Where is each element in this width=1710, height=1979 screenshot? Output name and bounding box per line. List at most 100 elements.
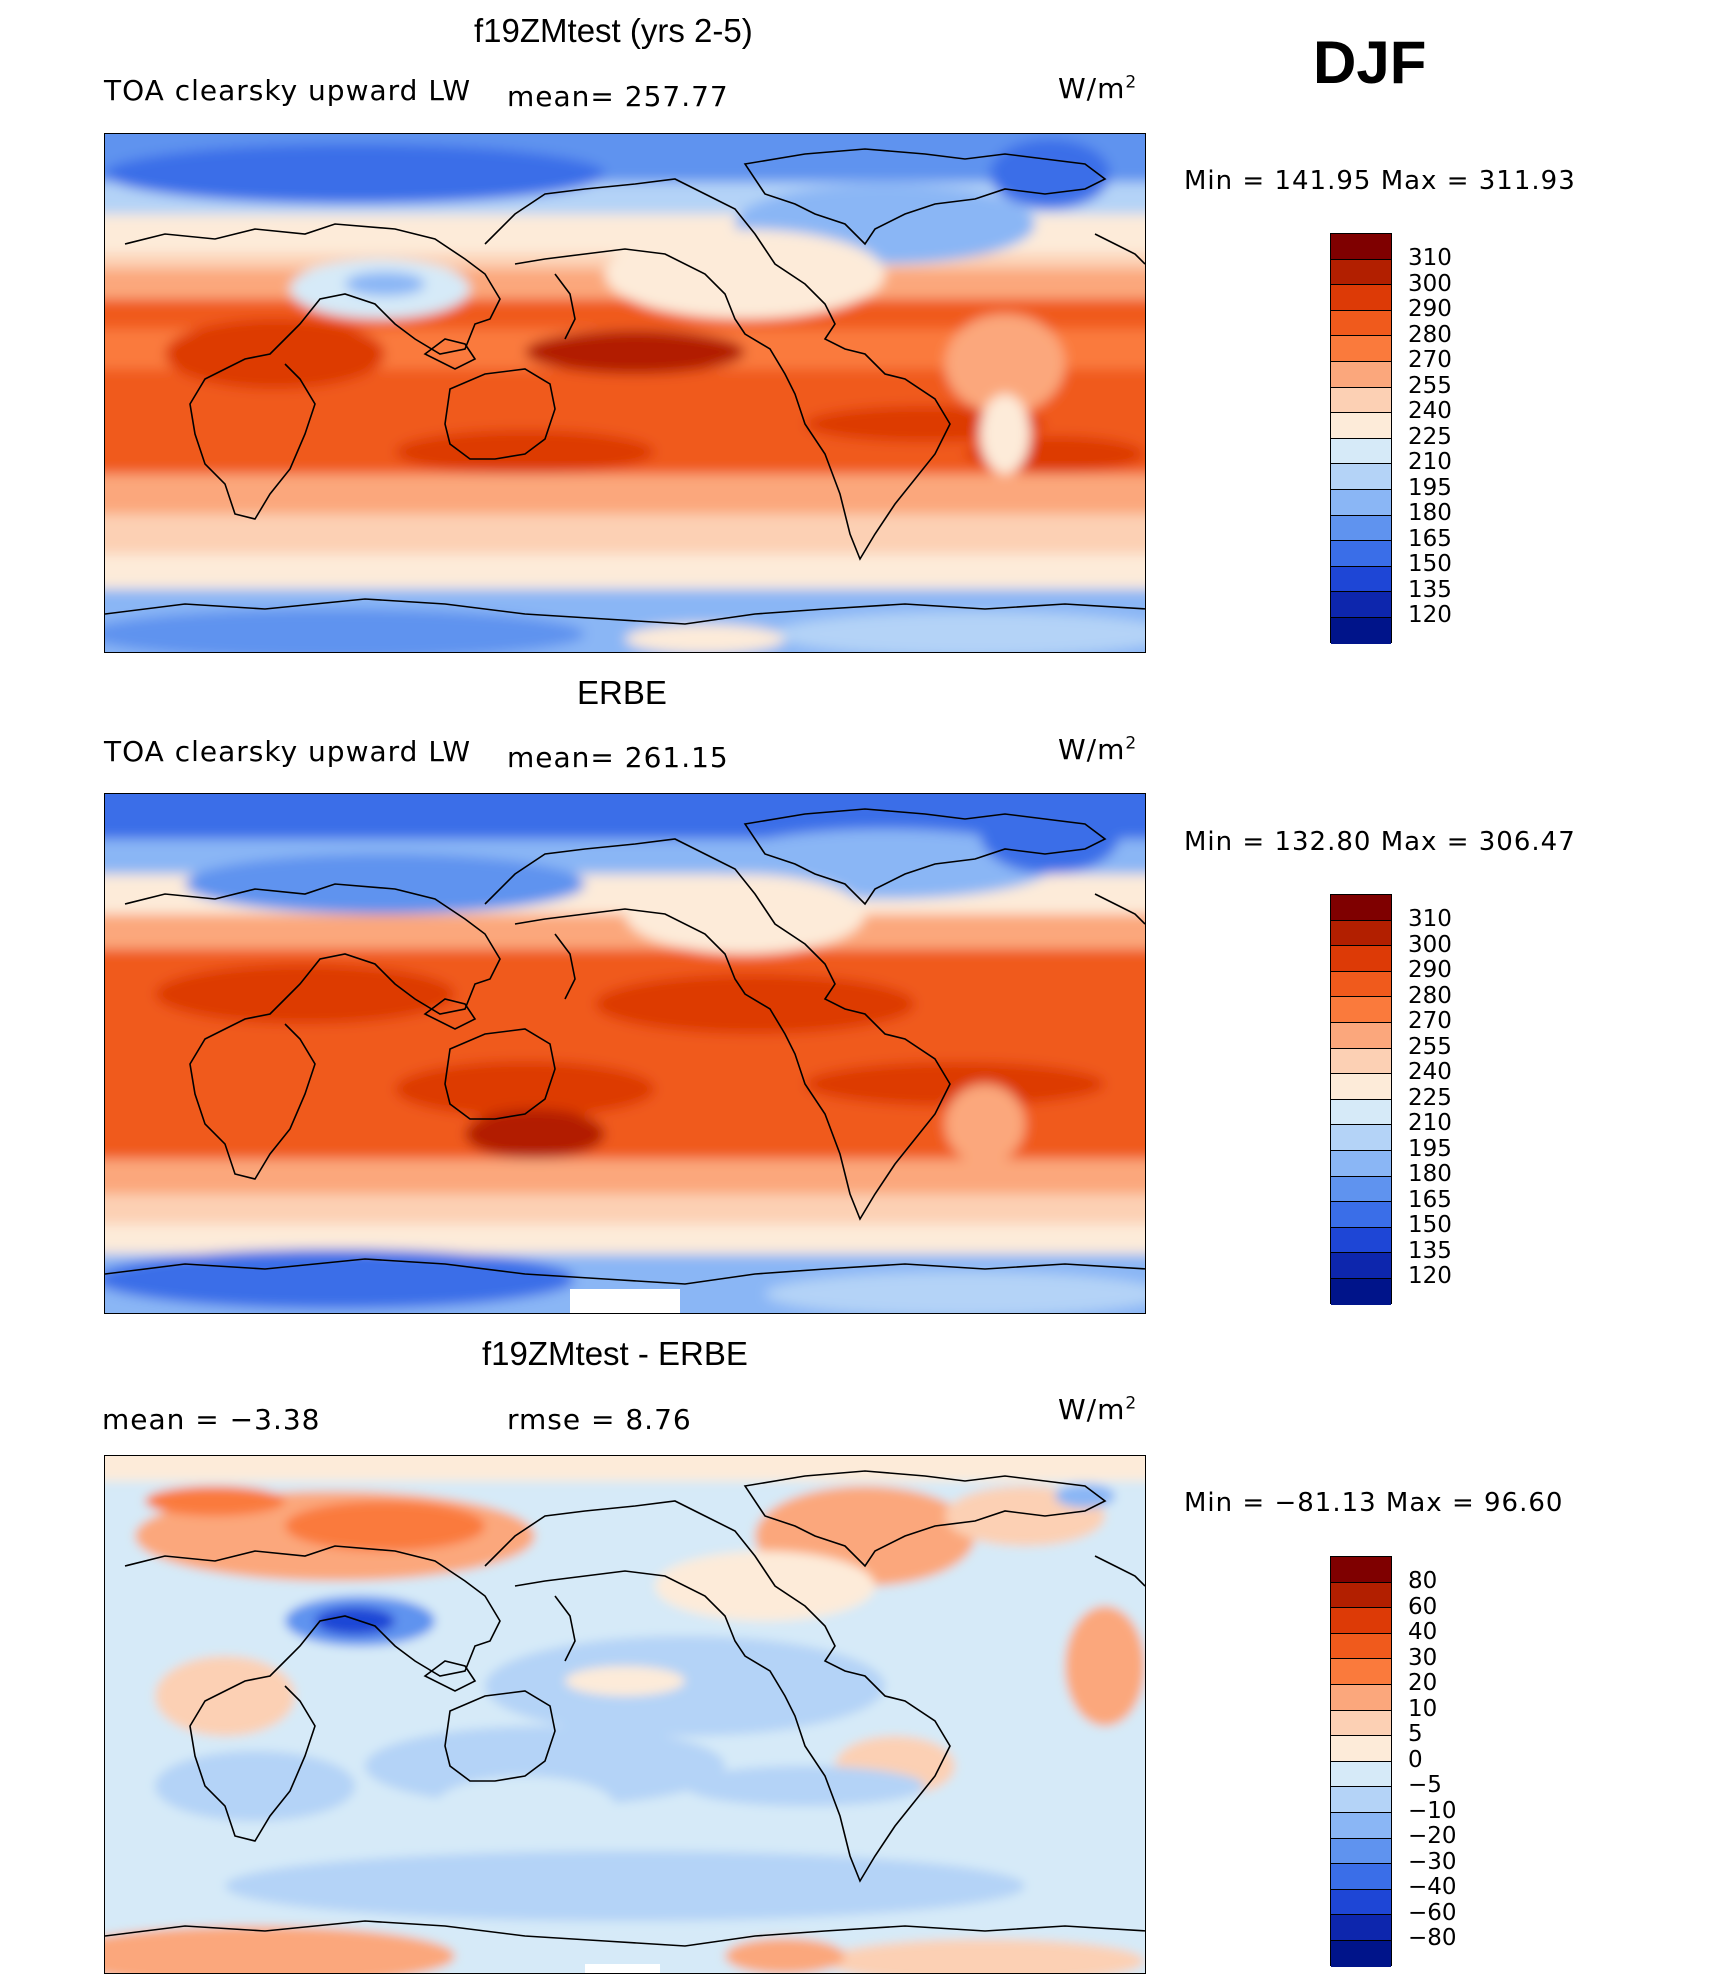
panel-2-colorbar-bin — [1331, 1099, 1391, 1126]
panel-2-colorbar-bin — [1331, 971, 1391, 998]
panel-1-colorbar-bin — [1331, 566, 1391, 593]
panel-3-coastlines — [105, 1470, 1145, 1947]
colorbar-tick-label: 5 — [1408, 1721, 1423, 1747]
panel-2-colorbar-bin — [1331, 1074, 1391, 1100]
panel-1-colorbar-bin — [1331, 361, 1391, 388]
colorbar-tick-label: 255 — [1408, 372, 1452, 399]
panel-3-colorbar-bin — [1331, 1582, 1391, 1609]
panel-1-colorbar — [1330, 233, 1392, 644]
panel-3-colorbar-bin — [1331, 1633, 1391, 1660]
panel-3-colorbar-labels: 80 60 40 30 20 10 5 0 −5 −10 −20 −30 −40… — [1408, 1568, 1457, 1952]
panel-2-colorbar-bin — [1331, 1022, 1391, 1049]
colorbar-tick-label: 280 — [1408, 982, 1452, 1009]
panel-2-colorbar-bin — [1331, 1278, 1391, 1305]
colorbar-tick-label: 20 — [1408, 1670, 1438, 1696]
panel-1-colorbar-bin — [1331, 387, 1391, 414]
panel-2-map — [104, 793, 1146, 1314]
colorbar-tick-label: 135 — [1408, 1237, 1452, 1264]
colorbar-tick-label: −40 — [1408, 1874, 1457, 1900]
season-label: DJF — [1313, 29, 1427, 96]
panel-1-colorbar-bin — [1331, 489, 1391, 516]
colorbar-tick-label: 240 — [1408, 398, 1452, 424]
colorbar-tick-label: 195 — [1408, 474, 1452, 501]
colorbar-tick-label: 0 — [1408, 1746, 1423, 1773]
panel-3-mean-label: mean = −3.38 — [102, 1403, 321, 1436]
colorbar-tick-label: −30 — [1408, 1848, 1457, 1875]
panel-1-map — [104, 133, 1146, 653]
panel-3-map — [104, 1455, 1146, 1974]
colorbar-tick-label: −80 — [1408, 1925, 1457, 1951]
panel-3-colorbar-bin — [1331, 1915, 1391, 1941]
panel-3-colorbar-bin — [1331, 1608, 1391, 1634]
colorbar-tick-label: 210 — [1408, 449, 1452, 475]
panel-2-colorbar-bin — [1331, 1253, 1391, 1279]
colorbar-tick-label: 290 — [1408, 296, 1452, 322]
panel-2-colorbar-bin — [1331, 920, 1391, 947]
panel-2-colorbar-bin — [1331, 946, 1391, 972]
panel-3-map-canvas — [105, 1456, 1145, 1973]
panel-2-colorbar-bin — [1331, 895, 1391, 921]
colorbar-tick-label: 255 — [1408, 1033, 1452, 1060]
panel-1-field-label: TOA clearsky upward LW — [104, 74, 472, 107]
panel-1-colorbar-bin — [1331, 464, 1391, 490]
panel-1-colorbar-bin — [1331, 413, 1391, 439]
panel-3-colorbar-bin — [1331, 1684, 1391, 1711]
panel-1-title: f19ZMtest (yrs 2-5) — [474, 12, 753, 49]
panel-3-minmax: Min = −81.13 Max = 96.60 — [1184, 1488, 1564, 1518]
panel-2-units: W/m2 — [1058, 733, 1138, 766]
panel-3-colorbar-bin — [1331, 1940, 1391, 1967]
panel-1-colorbar-bin — [1331, 259, 1391, 286]
panel-2-colorbar-bin — [1331, 1048, 1391, 1075]
colorbar-tick-label: 240 — [1408, 1059, 1452, 1085]
colorbar-tick-label: 270 — [1408, 1008, 1452, 1034]
colorbar-tick-label: 180 — [1408, 500, 1452, 526]
panel-1-colorbar-bin — [1331, 515, 1391, 542]
colorbar-tick-label: −20 — [1408, 1823, 1457, 1849]
colorbar-tick-label: 180 — [1408, 1161, 1452, 1187]
panel-2-colorbar — [1330, 894, 1392, 1305]
panel-2-colorbar-labels: 310 300 290 280 270 255 240 225 210 195 … — [1408, 906, 1452, 1290]
panel-1-map-canvas — [105, 134, 1145, 652]
colorbar-tick-label: −5 — [1408, 1772, 1442, 1798]
colorbar-tick-label: 195 — [1408, 1135, 1452, 1162]
colorbar-tick-label: 290 — [1408, 957, 1452, 983]
colorbar-tick-label: 40 — [1408, 1619, 1438, 1645]
panel-2-map-canvas — [105, 794, 1145, 1313]
panel-3-colorbar-bin — [1331, 1864, 1391, 1890]
colorbar-tick-label: 120 — [1408, 1263, 1452, 1289]
panel-3-colorbar-bin — [1331, 1889, 1391, 1916]
colorbar-tick-label: 210 — [1408, 1110, 1452, 1136]
colorbar-tick-label: 300 — [1408, 931, 1452, 958]
colorbar-tick-label: 225 — [1408, 1084, 1452, 1111]
panel-2-colorbar-bin — [1331, 1202, 1391, 1228]
panel-3-colorbar-bin — [1331, 1557, 1391, 1583]
panel-1-colorbar-bin — [1331, 438, 1391, 465]
panel-1-colorbar-bin — [1331, 310, 1391, 337]
panel-2-minmax: Min = 132.80 Max = 306.47 — [1184, 827, 1576, 857]
panel-3-colorbar-bin — [1331, 1787, 1391, 1813]
panel-2-coastlines — [105, 808, 1145, 1285]
panel-3-rmse-label: rmse = 8.76 — [507, 1403, 692, 1436]
colorbar-tick-label: 225 — [1408, 423, 1452, 450]
panel-2-colorbar-bin — [1331, 1150, 1391, 1177]
panel-2-colorbar-bin — [1331, 997, 1391, 1023]
colorbar-tick-label: 280 — [1408, 321, 1452, 348]
panel-1-colorbar-bin — [1331, 592, 1391, 618]
colorbar-tick-label: −10 — [1408, 1797, 1457, 1824]
panel-1-colorbar-bin — [1331, 336, 1391, 362]
colorbar-tick-label: 60 — [1408, 1593, 1438, 1620]
colorbar-tick-label: 310 — [1408, 906, 1452, 932]
colorbar-tick-label: 80 — [1408, 1568, 1438, 1594]
panel-1-colorbar-bin — [1331, 617, 1391, 644]
panel-1-coastlines — [105, 148, 1145, 625]
panel-1-colorbar-bin — [1331, 541, 1391, 567]
panel-1-mean-label: mean= 257.77 — [507, 80, 729, 113]
colorbar-tick-label: 165 — [1408, 1186, 1452, 1213]
panel-3-colorbar-bin — [1331, 1812, 1391, 1839]
panel-2-colorbar-bin — [1331, 1227, 1391, 1254]
panel-2-colorbar-bin — [1331, 1176, 1391, 1203]
colorbar-tick-label: 120 — [1408, 602, 1452, 628]
colorbar-tick-label: 30 — [1408, 1644, 1438, 1671]
panel-3-colorbar — [1330, 1556, 1392, 1967]
colorbar-tick-label: 10 — [1408, 1695, 1438, 1722]
